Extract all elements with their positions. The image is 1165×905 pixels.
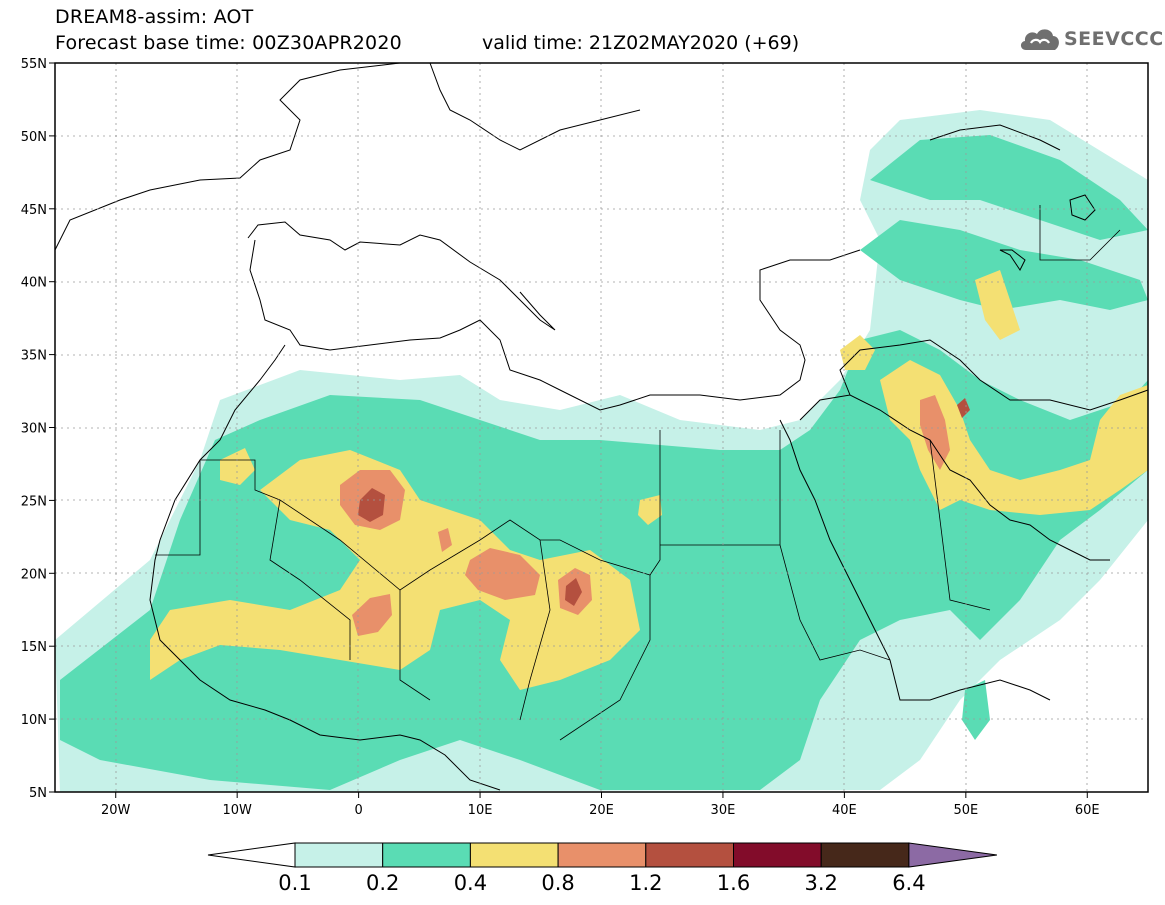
- aot-field: [55, 110, 1148, 792]
- colorbar-segment: [557, 842, 647, 868]
- aot-level-0.2: [60, 135, 1148, 790]
- lon-label: 10E: [468, 803, 493, 818]
- colorbar-label: 1.2: [629, 871, 662, 895]
- colorbar-segment: [733, 842, 822, 868]
- lat-label: 15N: [21, 640, 47, 655]
- colorbar-label: 0.1: [278, 871, 311, 895]
- colorbar-label: 0.2: [366, 871, 399, 895]
- lon-label: 20E: [589, 803, 614, 818]
- country-borders: [155, 205, 1121, 741]
- lat-label: 5N: [29, 786, 47, 801]
- lat-label: 35N: [21, 349, 47, 364]
- colorbar-label: 1.6: [717, 871, 750, 895]
- latitude-labels: 55N 50N 45N 40N 35N 30N 25N 20N 15N 10N 5N: [21, 57, 55, 801]
- lon-label: 10W: [222, 803, 252, 818]
- seevccc-logo: SEEVCCC: [1018, 24, 1163, 54]
- lon-label: 20W: [101, 803, 131, 818]
- aot-level-0.4: [150, 270, 1148, 690]
- logo-text: SEEVCCC: [1064, 28, 1164, 50]
- coastlines: [55, 63, 1148, 791]
- colorbar-label: 0.8: [541, 871, 574, 895]
- colorbar-max-arrow: [908, 842, 997, 868]
- lat-label: 20N: [21, 567, 47, 582]
- valid-time: valid time: 21Z02MAY2020 (+69): [482, 32, 800, 54]
- colorbar-segment: [469, 842, 559, 868]
- graticule: [55, 63, 1148, 792]
- longitude-labels: 20W 10W 0 10E 20E 30E 40E 50E 60E: [101, 792, 1100, 818]
- lat-label: 40N: [21, 276, 47, 291]
- colorbar-segment: [294, 842, 384, 868]
- lat-label: 10N: [21, 713, 47, 728]
- lon-label: 0: [354, 803, 362, 818]
- forecast-base-time: Forecast base time: 00Z30APR2020: [55, 32, 402, 54]
- colorbar-segment: [382, 842, 471, 868]
- colorbar-label: 3.2: [804, 871, 837, 895]
- colorbar-label: 6.4: [892, 871, 925, 895]
- colorbar-segment: [645, 842, 734, 868]
- lon-label: 40E: [832, 803, 857, 818]
- lat-label: 55N: [21, 57, 47, 72]
- lon-label: 50E: [953, 803, 978, 818]
- map-title: DREAM8-assim: AOT: [55, 6, 254, 28]
- colorbar: 0.1 0.2 0.4 0.8 1.2 1.6 3.2 6.4: [207, 842, 997, 895]
- lat-label: 50N: [21, 130, 47, 145]
- lon-label: 30E: [711, 803, 736, 818]
- lon-label: 60E: [1075, 803, 1100, 818]
- colorbar-segment: [820, 842, 910, 868]
- lat-label: 45N: [21, 203, 47, 218]
- lat-label: 30N: [21, 422, 47, 437]
- colorbar-min-arrow: [207, 842, 296, 868]
- aot-level-1.2: [358, 398, 970, 606]
- colorbar-label: 0.4: [454, 871, 487, 895]
- cloud-icon: [1020, 29, 1059, 50]
- lat-label: 25N: [21, 494, 47, 509]
